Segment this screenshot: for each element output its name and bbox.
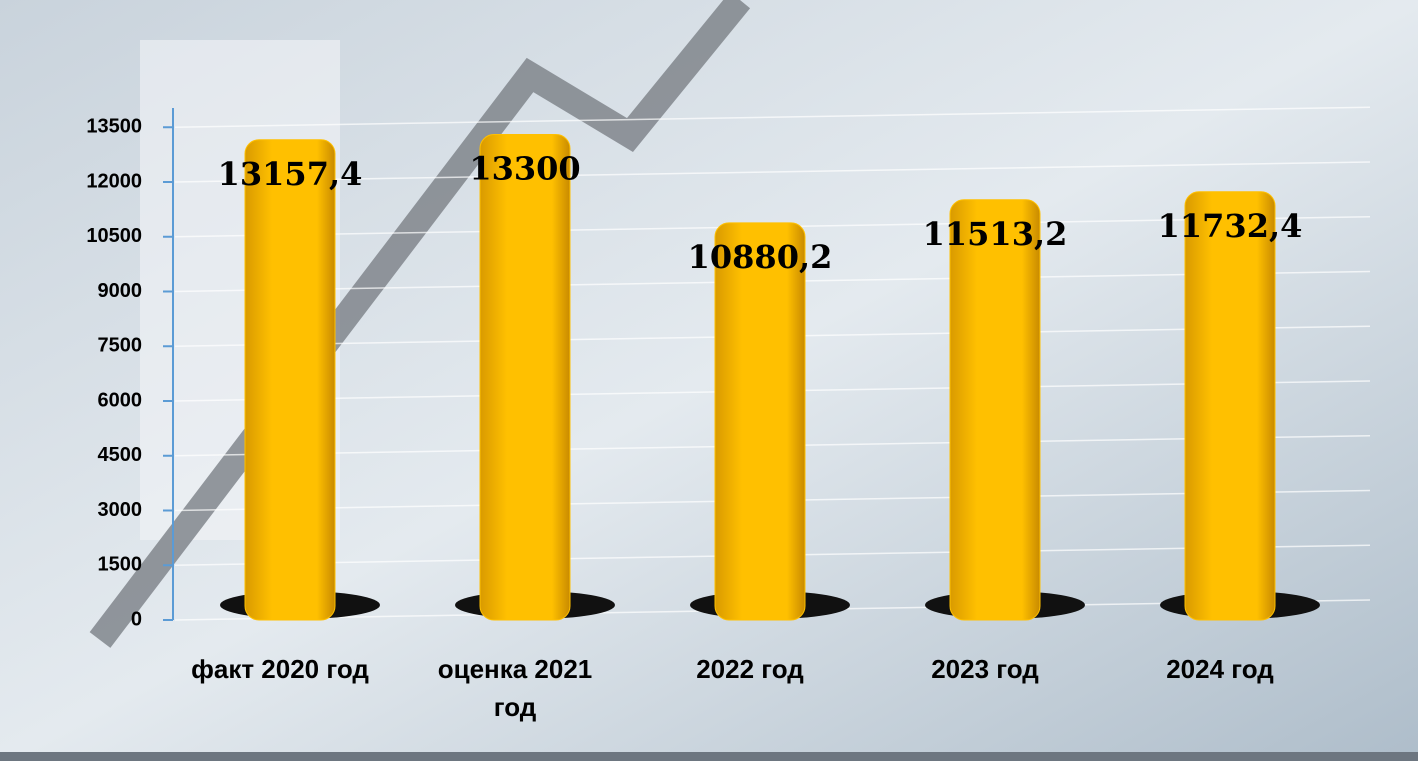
bar <box>715 223 805 620</box>
bar <box>950 200 1040 620</box>
y-tick-label: 10500 <box>86 225 142 247</box>
y-tick-label: 4500 <box>98 444 143 466</box>
x-tick-label: 2023 год <box>885 650 1085 688</box>
x-tick-label: 2024 год <box>1120 650 1320 688</box>
value-label: 13157,4 <box>218 155 363 193</box>
x-tick-label: 2022 год <box>650 650 850 688</box>
y-tick-label: 3000 <box>98 499 143 521</box>
x-tick-label: оценка 2021 год <box>415 650 615 726</box>
slide: 0 1500 3000 4500 6000 7500 9000 10500 12000 13500… <box>0 0 1418 761</box>
value-label: 11513,2 <box>923 215 1068 253</box>
value-label: 10880,2 <box>688 238 833 276</box>
y-tick-label: 6000 <box>98 389 143 411</box>
y-tick-label: 1500 <box>98 554 143 576</box>
y-tick-label: 12000 <box>86 170 142 192</box>
y-tick-label: 7500 <box>98 335 143 357</box>
value-label: 11732,4 <box>1158 207 1303 245</box>
bar <box>480 135 570 620</box>
value-label: 13300 <box>469 150 580 188</box>
chart: 0 1500 3000 4500 6000 7500 9000 10500 12000 13500… <box>0 0 1418 761</box>
y-tick-label: 0 <box>131 608 142 630</box>
x-tick-label: факт 2020 год <box>180 650 380 688</box>
y-tick-label: 9000 <box>98 280 143 302</box>
y-tick-label: 13500 <box>86 116 142 138</box>
bar <box>1185 192 1275 620</box>
bar <box>245 140 335 620</box>
bottom-band <box>0 752 1418 761</box>
